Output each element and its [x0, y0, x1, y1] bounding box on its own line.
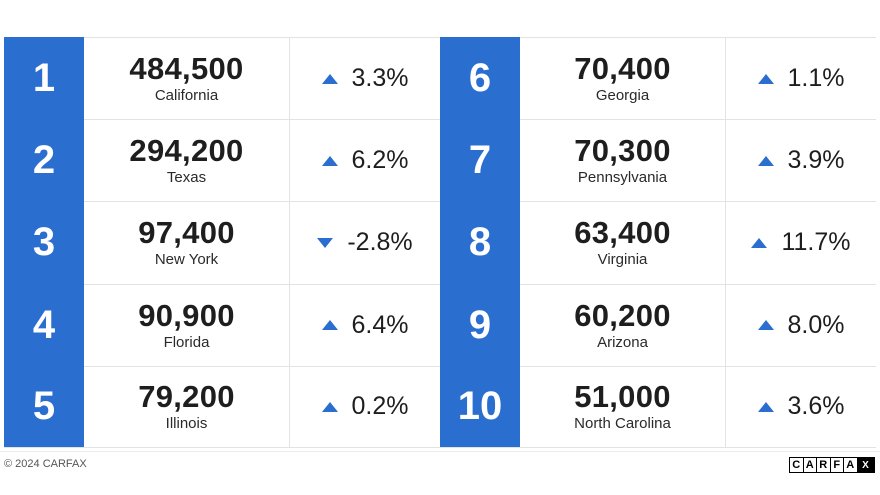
- ranking-row: 1 484,500 California 3.3%: [4, 37, 440, 120]
- up-arrow-icon: [321, 320, 338, 331]
- stat-cell: 79,200 Illinois: [84, 366, 290, 447]
- state-name: North Carolina: [574, 415, 671, 433]
- vehicle-count: 79,200: [138, 379, 235, 415]
- change-cell: 6.4%: [290, 285, 440, 366]
- ranking-row: 5 79,200 Illinois 0.2%: [4, 365, 440, 448]
- change-value: -2.8%: [347, 228, 413, 257]
- logo-letter: A: [844, 458, 858, 472]
- stat-cell: 70,300 Pennsylvania: [520, 120, 726, 202]
- logo-letter: R: [817, 458, 831, 472]
- carfax-logo: C A R F A X: [789, 457, 875, 473]
- change-value: 3.3%: [351, 64, 409, 93]
- vehicle-count: 97,400: [138, 215, 235, 251]
- state-name: Texas: [166, 169, 207, 187]
- state-name: New York: [154, 251, 219, 269]
- rank-number: 10: [440, 365, 520, 447]
- vehicle-count: 70,400: [574, 51, 671, 87]
- state-name: Arizona: [597, 333, 648, 351]
- up-arrow-icon: [321, 73, 338, 84]
- state-name: Virginia: [597, 251, 648, 269]
- change-cell: 3.3%: [290, 38, 440, 119]
- footer-divider: [0, 451, 880, 452]
- stat-cell: 97,400 New York: [84, 202, 290, 284]
- rank-number: 6: [440, 37, 520, 120]
- ranking-row: 8 63,400 Virginia 11.7%: [440, 201, 876, 284]
- rank-number: 3: [4, 201, 84, 284]
- vehicle-count: 294,200: [129, 133, 244, 169]
- vehicle-count: 63,400: [574, 215, 671, 251]
- state-name: Illinois: [165, 415, 208, 433]
- ranking-row: 3 97,400 New York -2.8%: [4, 201, 440, 284]
- up-arrow-icon: [757, 73, 774, 84]
- state-name: Georgia: [595, 87, 650, 105]
- rank-number: 4: [4, 283, 84, 366]
- ranking-row: 10 51,000 North Carolina 3.6%: [440, 365, 876, 448]
- change-cell: -2.8%: [290, 202, 440, 283]
- logo-letter: A: [803, 458, 817, 472]
- stat-cell: 70,400 Georgia: [520, 38, 726, 120]
- ranking-row: 9 60,200 Arizona 8.0%: [440, 283, 876, 366]
- change-cell: 6.2%: [290, 120, 440, 201]
- down-arrow-icon: [317, 237, 334, 248]
- ranking-board: 1 484,500 California 3.3% 2 294,200 Texa…: [4, 37, 876, 448]
- up-arrow-icon: [757, 401, 774, 412]
- ranking-row: 2 294,200 Texas 6.2%: [4, 119, 440, 202]
- change-cell: 3.9%: [726, 120, 876, 201]
- up-arrow-icon: [751, 237, 768, 248]
- vehicle-count: 60,200: [574, 297, 671, 333]
- rank-number: 9: [440, 283, 520, 366]
- change-cell: 1.1%: [726, 38, 876, 119]
- ranking-row: 6 70,400 Georgia 1.1%: [440, 37, 876, 120]
- stat-cell: 294,200 Texas: [84, 120, 290, 202]
- up-arrow-icon: [757, 320, 774, 331]
- rank-number: 2: [4, 119, 84, 202]
- change-value: 3.6%: [787, 392, 845, 421]
- vehicle-count: 70,300: [574, 133, 671, 169]
- change-value: 6.4%: [351, 310, 409, 339]
- change-cell: 0.2%: [290, 367, 440, 447]
- vehicle-count: 90,900: [138, 297, 235, 333]
- vehicle-count: 51,000: [574, 379, 671, 415]
- state-name: Pennsylvania: [577, 169, 668, 187]
- change-cell: 3.6%: [726, 367, 876, 447]
- stat-cell: 484,500 California: [84, 38, 290, 120]
- rank-number: 5: [4, 365, 84, 447]
- stat-cell: 90,900 Florida: [84, 284, 290, 366]
- rank-number: 1: [4, 37, 84, 120]
- rank-number: 7: [440, 119, 520, 202]
- ranking-column-left: 1 484,500 California 3.3% 2 294,200 Texa…: [4, 37, 440, 448]
- stat-cell: 51,000 North Carolina: [520, 366, 726, 447]
- change-cell: 8.0%: [726, 285, 876, 366]
- change-value: 3.9%: [787, 146, 845, 175]
- stat-cell: 60,200 Arizona: [520, 284, 726, 366]
- change-value: 0.2%: [351, 392, 409, 421]
- state-name: California: [154, 87, 219, 105]
- change-value: 11.7%: [781, 228, 851, 257]
- copyright-text: © 2024 CARFAX: [4, 458, 87, 470]
- logo-letter: F: [830, 458, 844, 472]
- change-value: 8.0%: [787, 310, 845, 339]
- up-arrow-icon: [321, 155, 338, 166]
- stat-cell: 63,400 Virginia: [520, 202, 726, 284]
- vehicle-count: 484,500: [129, 51, 244, 87]
- change-value: 1.1%: [787, 64, 845, 93]
- change-cell: 11.7%: [726, 202, 876, 283]
- up-arrow-icon: [757, 155, 774, 166]
- change-value: 6.2%: [351, 146, 409, 175]
- ranking-row: 4 90,900 Florida 6.4%: [4, 283, 440, 366]
- logo-letter: C: [790, 458, 804, 472]
- logo-letter: X: [857, 458, 874, 472]
- ranking-row: 7 70,300 Pennsylvania 3.9%: [440, 119, 876, 202]
- up-arrow-icon: [321, 401, 338, 412]
- ranking-column-right: 6 70,400 Georgia 1.1% 7 70,300 Pennsylva…: [440, 37, 876, 448]
- rank-number: 8: [440, 201, 520, 284]
- state-name: Florida: [163, 333, 210, 351]
